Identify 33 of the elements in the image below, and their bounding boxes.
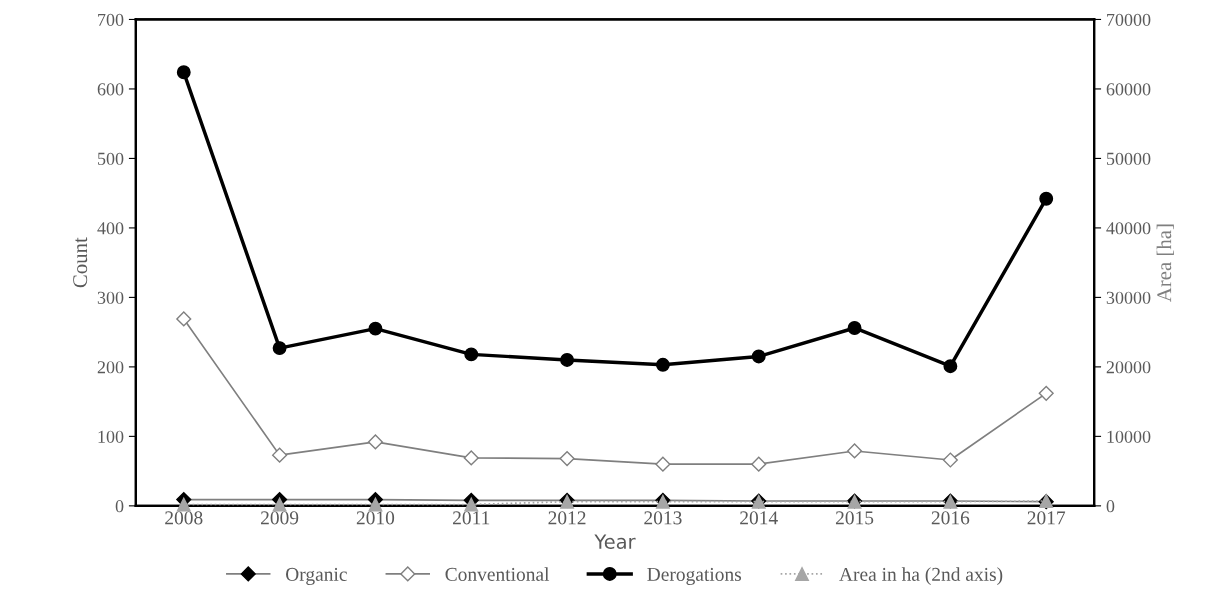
y-tick-label: 400 (97, 222, 124, 235)
y-tick-label: 200 (97, 361, 124, 374)
x-axis-title: Year (594, 534, 636, 549)
y2-tick-label: 0 (1106, 500, 1115, 513)
legend-label: Conventional (445, 567, 550, 581)
x-tick-label: 2012 (548, 511, 586, 525)
x-tick-label: 2009 (261, 511, 299, 525)
y-tick-label: 0 (115, 500, 124, 513)
x-tick-label: 2015 (835, 511, 874, 525)
x-tick-label: 2017 (1027, 511, 1066, 525)
x-tick-label: 2010 (356, 511, 395, 525)
y-tick-label: 300 (97, 291, 124, 304)
x-tick-label: 2008 (165, 511, 203, 525)
x-tick-label: 2013 (644, 511, 682, 525)
legend-label: Organic (286, 567, 347, 585)
y2-tick-label: 20000 (1106, 361, 1151, 374)
y2-tick-label: 70000 (1107, 13, 1151, 26)
x-tick-label: 2016 (931, 511, 970, 525)
x-tick-label: 2011 (453, 511, 490, 525)
y2-tick-label: 40000 (1106, 222, 1151, 235)
y-axis-title: Count (73, 237, 88, 288)
y-tick-label: 600 (97, 83, 124, 96)
y-tick-label: 700 (98, 13, 124, 26)
x-tick-label: 2014 (740, 511, 778, 525)
y-tick-label: 100 (98, 430, 124, 443)
y2-axis-title: Area [ha] (1156, 224, 1174, 303)
y-tick-label: 500 (98, 152, 124, 165)
y2-tick-label: 50000 (1106, 152, 1151, 165)
y2-tick-label: 30000 (1106, 291, 1151, 304)
y2-tick-label: 10000 (1107, 430, 1151, 443)
legend-label: Derogations (647, 567, 742, 585)
y2-tick-label: 60000 (1106, 83, 1151, 96)
legend-label: Area in ha (2nd axis) (839, 567, 1003, 585)
